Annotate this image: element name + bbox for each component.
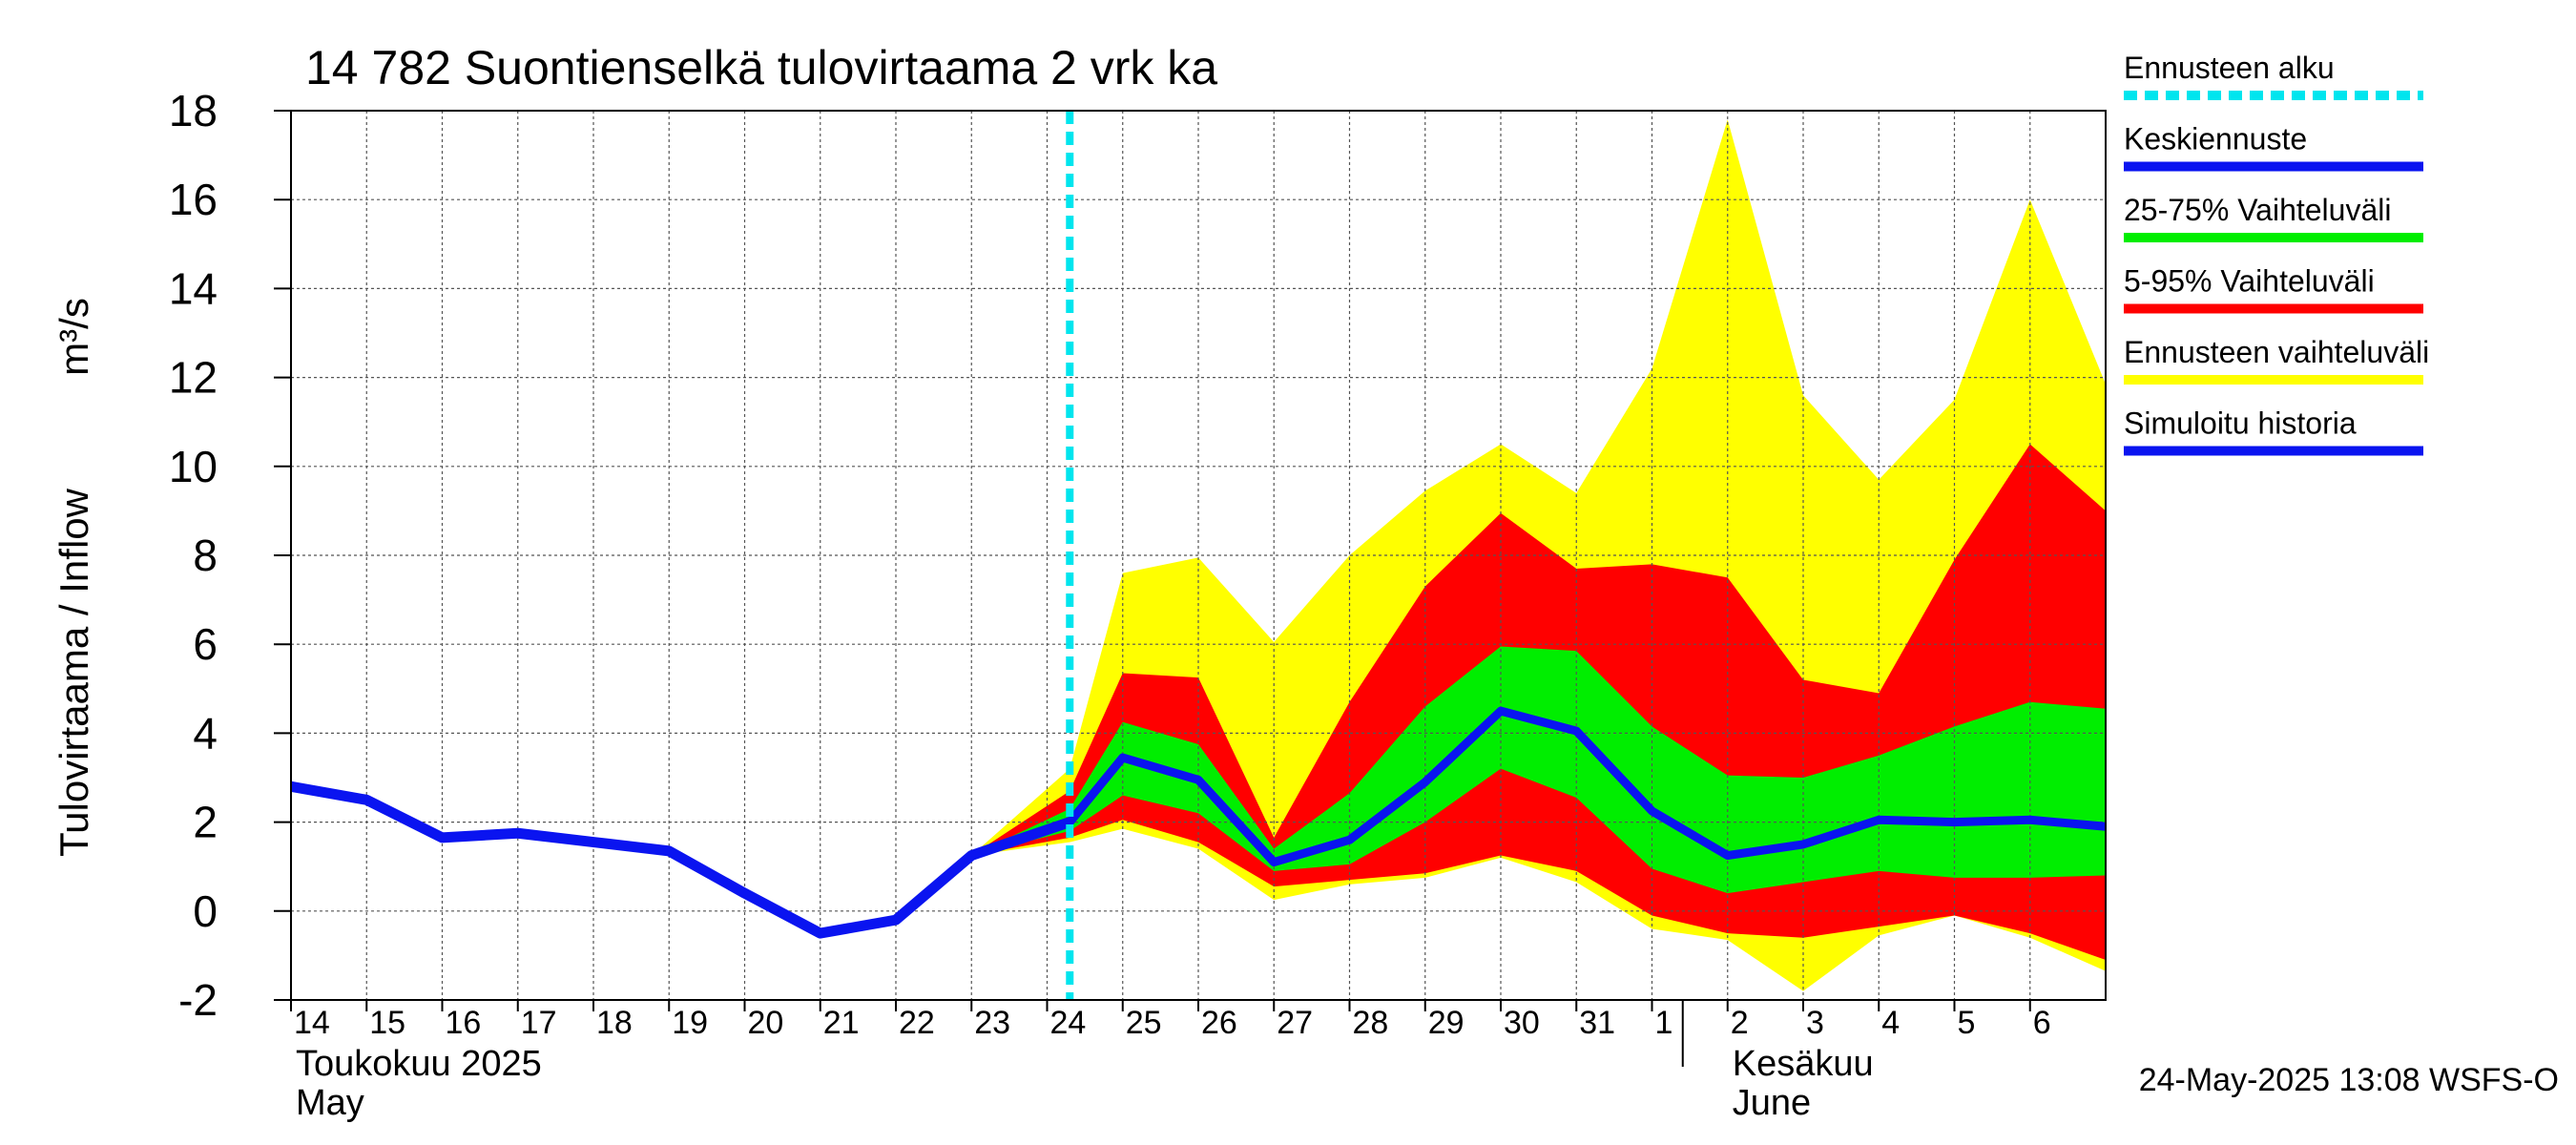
legend-label: Ennusteen alku	[2124, 51, 2335, 85]
x-tick-label: 3	[1806, 1005, 1824, 1041]
chart-title: 14 782 Suontienselkä tulovirtaama 2 vrk …	[305, 41, 1217, 94]
x-tick-label: 27	[1277, 1005, 1313, 1041]
x-tick-label: 15	[369, 1005, 405, 1041]
band-25-75	[971, 646, 2106, 894]
x-tick-label: 4	[1881, 1005, 1900, 1041]
legend-label: Simuloitu historia	[2124, 406, 2357, 441]
x-tick-label: 6	[2033, 1005, 2051, 1041]
x-tick-label: 18	[596, 1005, 633, 1041]
month-label-en: May	[296, 1083, 364, 1123]
x-tick-label: 23	[974, 1005, 1010, 1041]
x-tick-label: 21	[823, 1005, 860, 1041]
month-label-en: June	[1733, 1083, 1811, 1123]
simulated-history-line	[290, 781, 1072, 939]
x-tick-label: 19	[672, 1005, 708, 1041]
x-tick-label: 31	[1579, 1005, 1615, 1041]
y-tick-label: 12	[169, 353, 218, 403]
x-tick-label: 24	[1050, 1005, 1087, 1041]
series-lines	[290, 111, 2107, 1000]
y-tick-label: 18	[169, 86, 218, 135]
legend: Ennusteen alku Keskiennuste 25-75% Vaihtel…	[2124, 51, 2429, 456]
x-tick-label: 20	[748, 1005, 784, 1041]
mean-forecast-line	[969, 706, 2107, 867]
x-tick-label: 14	[294, 1005, 330, 1041]
y-tick-label: 10	[169, 442, 218, 491]
month-label-fi: Kesäkuu	[1733, 1044, 1874, 1084]
y-tick-label: 14	[169, 263, 218, 313]
y-tick-label: 16	[169, 175, 218, 224]
legend-label: 25-75% Vaihteluväli	[2124, 193, 2391, 227]
y-axis-unit: m³/s	[52, 298, 96, 376]
x-tick-label: 25	[1126, 1005, 1162, 1041]
y-tick-label: 0	[193, 886, 218, 936]
grid-lines	[291, 111, 2106, 1000]
y-axis-label: Tulovirtaama / Inflow	[52, 488, 96, 857]
y-tick-label: 2	[193, 798, 218, 847]
y-tick-label: -2	[178, 975, 218, 1025]
y-tick-label: 8	[193, 531, 218, 580]
x-tick-label: 29	[1428, 1005, 1465, 1041]
x-tick-label: 26	[1201, 1005, 1237, 1041]
x-tick-label: 16	[446, 1005, 482, 1041]
legend-label: 5-95% Vaihteluväli	[2124, 264, 2375, 299]
x-tick-label: 17	[521, 1005, 557, 1041]
y-tick-label: 6	[193, 619, 218, 669]
x-tick-label: 2	[1731, 1005, 1749, 1041]
legend-label: Ennusteen vaihteluväli	[2124, 335, 2429, 369]
x-tick-label: 28	[1353, 1005, 1389, 1041]
month-label-fi: Toukokuu 2025	[296, 1044, 542, 1084]
x-axis-ticks: 14 15 16 17 18 19 20 21 22 23 24 25 26 27 28 29 30 31 1 2 3 4…	[290, 1000, 2051, 1123]
timestamp-footer: 24-May-2025 13:08 WSFS-O	[2139, 1062, 2559, 1098]
y-axis-ticks: -2 0 2 4 6 8 10 12 14 16 18	[169, 86, 291, 1025]
x-tick-label: 5	[1958, 1005, 1976, 1041]
plot-area	[290, 110, 2107, 1001]
forecast-bands	[971, 119, 2106, 991]
legend-label: Keskiennuste	[2124, 122, 2307, 156]
y-tick-label: 4	[193, 708, 218, 758]
x-tick-label: 30	[1504, 1005, 1540, 1041]
x-tick-label: 22	[899, 1005, 935, 1041]
x-tick-label: 1	[1655, 1005, 1673, 1041]
